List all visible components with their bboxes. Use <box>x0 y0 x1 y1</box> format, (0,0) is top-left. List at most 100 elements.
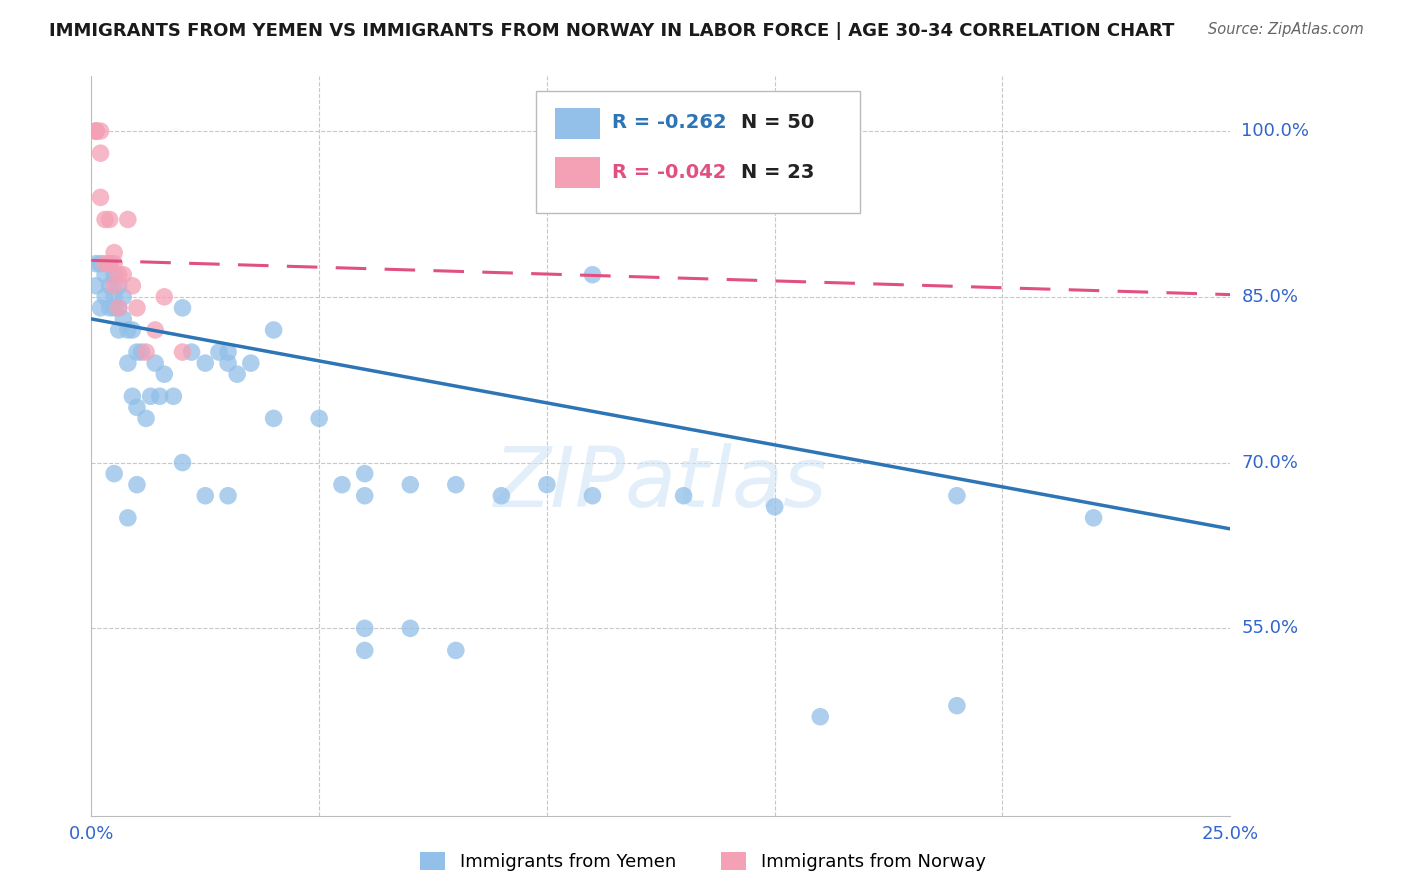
Point <box>103 278 125 293</box>
Text: N = 50: N = 50 <box>741 113 814 132</box>
Point <box>444 643 467 657</box>
Point <box>103 268 125 282</box>
Point <box>263 411 285 425</box>
Point <box>135 411 157 425</box>
Point <box>172 345 194 359</box>
Point <box>672 489 695 503</box>
Point <box>125 345 148 359</box>
Point <box>125 301 148 315</box>
Point <box>117 212 139 227</box>
Point <box>217 356 239 370</box>
Point <box>117 511 139 525</box>
Point <box>98 301 121 315</box>
Point <box>112 290 135 304</box>
Point <box>107 301 129 315</box>
Point <box>103 245 125 260</box>
Point <box>153 367 176 381</box>
Text: Source: ZipAtlas.com: Source: ZipAtlas.com <box>1208 22 1364 37</box>
Point <box>94 268 117 282</box>
Point <box>107 323 129 337</box>
Point <box>125 401 148 415</box>
Point <box>98 257 121 271</box>
Text: IMMIGRANTS FROM YEMEN VS IMMIGRANTS FROM NORWAY IN LABOR FORCE | AGE 30-34 CORRE: IMMIGRANTS FROM YEMEN VS IMMIGRANTS FROM… <box>49 22 1174 40</box>
Point <box>117 323 139 337</box>
FancyBboxPatch shape <box>555 108 600 139</box>
Point <box>1083 511 1105 525</box>
Point <box>194 489 217 503</box>
Point <box>353 621 375 635</box>
Text: 100.0%: 100.0% <box>1241 122 1309 140</box>
Point <box>89 124 111 138</box>
Point <box>581 268 603 282</box>
Point <box>491 489 513 503</box>
Point <box>94 257 117 271</box>
Point <box>180 345 202 359</box>
Point <box>217 489 239 503</box>
Point <box>139 389 162 403</box>
Point <box>353 489 375 503</box>
Point <box>98 257 121 271</box>
Point <box>89 190 111 204</box>
Text: ZIPatlas: ZIPatlas <box>494 442 828 524</box>
Point <box>103 257 125 271</box>
Point <box>808 710 831 724</box>
Point <box>399 621 422 635</box>
Point <box>162 389 184 403</box>
Point <box>208 345 231 359</box>
Point <box>194 356 217 370</box>
Point <box>103 467 125 481</box>
Point <box>172 301 194 315</box>
Point <box>444 477 467 491</box>
Legend: Immigrants from Yemen, Immigrants from Norway: Immigrants from Yemen, Immigrants from N… <box>413 845 993 879</box>
Point <box>143 356 166 370</box>
FancyBboxPatch shape <box>555 157 600 188</box>
Point <box>89 257 111 271</box>
Text: R = -0.042: R = -0.042 <box>612 162 727 182</box>
Text: N = 23: N = 23 <box>741 162 814 182</box>
Point <box>117 356 139 370</box>
Point <box>125 477 148 491</box>
Point <box>143 323 166 337</box>
Point <box>98 212 121 227</box>
Point <box>536 477 558 491</box>
Point <box>330 477 353 491</box>
Point <box>84 257 107 271</box>
Point <box>107 268 129 282</box>
Point <box>84 124 107 138</box>
Point <box>89 146 111 161</box>
Point <box>763 500 786 514</box>
Point <box>308 411 330 425</box>
Point <box>94 290 117 304</box>
Point <box>84 124 107 138</box>
Point <box>89 301 111 315</box>
Point <box>103 301 125 315</box>
Point <box>399 477 422 491</box>
Point <box>226 367 249 381</box>
Point <box>217 345 239 359</box>
Point <box>107 278 129 293</box>
Point <box>98 278 121 293</box>
Point <box>103 290 125 304</box>
Point <box>131 345 153 359</box>
Point <box>135 345 157 359</box>
Point <box>353 467 375 481</box>
Point <box>153 290 176 304</box>
Text: R = -0.262: R = -0.262 <box>612 113 727 132</box>
Point <box>946 489 969 503</box>
Point <box>112 312 135 326</box>
Point <box>84 278 107 293</box>
Text: 85.0%: 85.0% <box>1241 288 1298 306</box>
Point <box>84 124 107 138</box>
Point <box>353 643 375 657</box>
Point <box>946 698 969 713</box>
Point <box>121 278 143 293</box>
Point <box>786 168 808 182</box>
Point <box>239 356 262 370</box>
Point <box>172 456 194 470</box>
Point <box>263 323 285 337</box>
FancyBboxPatch shape <box>536 91 860 213</box>
Text: 70.0%: 70.0% <box>1241 453 1298 472</box>
Point <box>121 323 143 337</box>
Point <box>121 389 143 403</box>
Point <box>581 489 603 503</box>
